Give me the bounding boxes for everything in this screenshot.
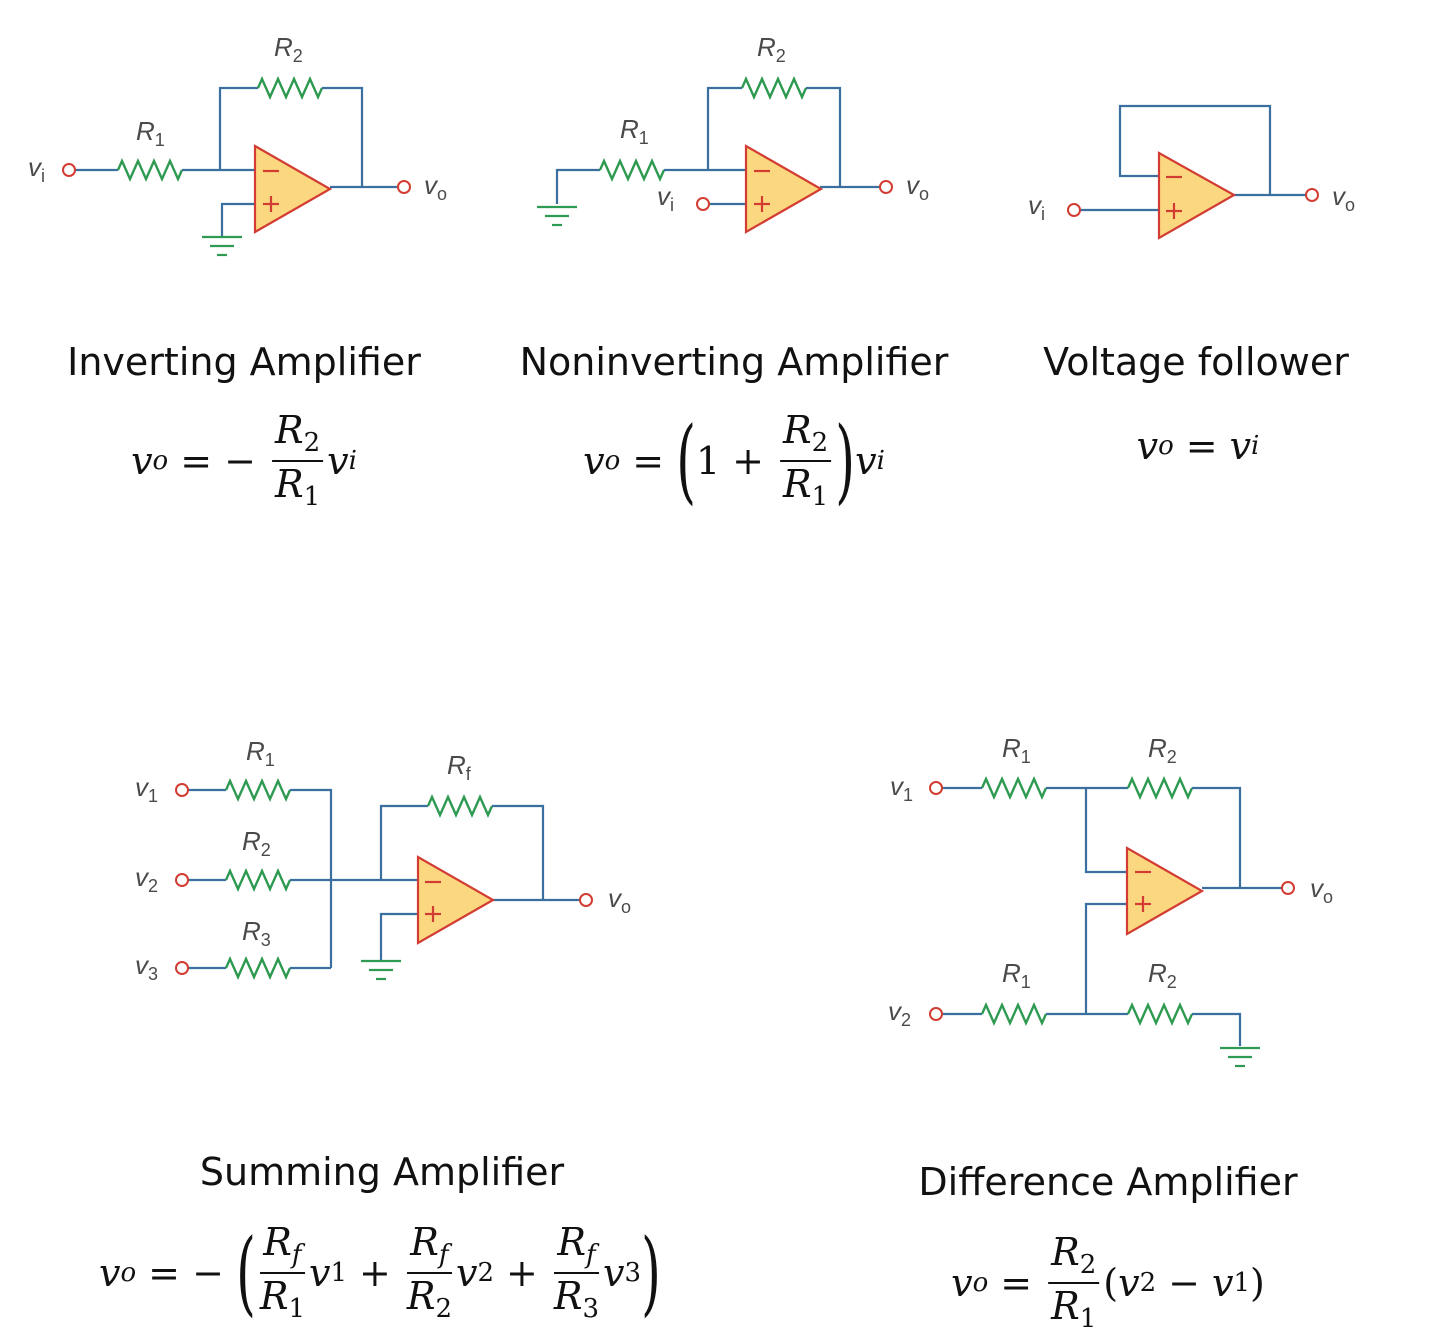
fraction: Rf R2 bbox=[406, 1220, 453, 1324]
v1-terminal bbox=[929, 781, 943, 795]
vout-label: vo bbox=[608, 883, 631, 917]
vin-label: vi bbox=[657, 181, 674, 215]
summing-title: Summing Amplifier bbox=[199, 1150, 565, 1194]
vin-label: vi bbox=[28, 152, 45, 186]
vin-terminal bbox=[1067, 203, 1081, 217]
v1-terminal bbox=[175, 783, 189, 797]
follower-title: Voltage follower bbox=[1043, 340, 1349, 384]
summing-circuit: R1 R2 R3 Rf v1 v2 v3 vo bbox=[135, 736, 631, 984]
vout-label: vo bbox=[1332, 181, 1355, 215]
r2-resistor bbox=[256, 76, 324, 100]
r1-label: R1 bbox=[136, 116, 165, 150]
noninverting-title: Noninverting Amplifier bbox=[519, 340, 949, 384]
v2-terminal bbox=[175, 873, 189, 887]
fraction: R2 R1 bbox=[271, 409, 324, 511]
r2-label: R2 bbox=[757, 32, 786, 66]
ground-symbol bbox=[202, 235, 242, 257]
vout-terminal bbox=[397, 180, 411, 194]
rf-label: Rf bbox=[447, 750, 472, 784]
r1-resistor bbox=[116, 158, 184, 182]
r1-bottom-label: R1 bbox=[1002, 958, 1031, 992]
fraction: Rf R3 bbox=[553, 1220, 600, 1324]
fraction: Rf R1 bbox=[259, 1220, 305, 1324]
fraction: R2 R1 bbox=[1048, 1231, 1100, 1333]
vin-label: vi bbox=[1028, 190, 1045, 224]
opamp bbox=[1125, 846, 1205, 936]
v2-label: v2 bbox=[888, 996, 911, 1030]
r2-resistor bbox=[224, 868, 292, 892]
noninverting-circuit: R2 R1 vi vo bbox=[537, 32, 929, 234]
ground-symbol bbox=[1220, 1046, 1260, 1068]
opamp bbox=[744, 144, 824, 234]
vout-terminal bbox=[579, 893, 593, 907]
v2-terminal bbox=[929, 1007, 943, 1021]
difference-title: Difference Amplifier bbox=[918, 1160, 1298, 1204]
v3-label: v3 bbox=[135, 950, 158, 984]
r1-label: R1 bbox=[246, 736, 275, 770]
r2-label: R2 bbox=[242, 826, 271, 860]
vin-terminal bbox=[696, 197, 710, 211]
vout-terminal bbox=[879, 180, 893, 194]
r1-resistor bbox=[598, 158, 666, 182]
r3-label: R3 bbox=[242, 916, 271, 950]
r3-resistor bbox=[224, 956, 292, 980]
inverting-title: Inverting Amplifier bbox=[67, 340, 421, 384]
ground-symbol bbox=[537, 205, 577, 227]
v1-label: v1 bbox=[135, 772, 158, 806]
v1-label: v1 bbox=[890, 771, 913, 805]
vout-label: vo bbox=[424, 170, 447, 204]
r2-label: R2 bbox=[274, 32, 303, 66]
vin-terminal bbox=[62, 163, 76, 177]
r1-label: R1 bbox=[620, 114, 649, 148]
r2-resistor bbox=[740, 76, 808, 100]
rf-resistor bbox=[426, 794, 494, 818]
r1-top-resistor bbox=[980, 776, 1048, 800]
opamp bbox=[253, 144, 333, 234]
r2-bottom-resistor bbox=[1126, 1002, 1194, 1026]
r2-top-label: R2 bbox=[1148, 733, 1177, 767]
fraction: R2 R1 bbox=[780, 409, 832, 511]
v3-terminal bbox=[175, 961, 189, 975]
vout-terminal bbox=[1281, 881, 1295, 895]
r2-bottom-label: R2 bbox=[1148, 958, 1177, 992]
follower-circuit: vi vo bbox=[1028, 104, 1355, 240]
vout-label: vo bbox=[1310, 873, 1333, 907]
inverting-circuit: R2 R1 vi vo bbox=[28, 32, 447, 257]
r1-resistor bbox=[224, 778, 292, 802]
opamp bbox=[416, 855, 496, 945]
r1-bottom-resistor bbox=[980, 1002, 1048, 1026]
vout-label: vo bbox=[906, 170, 929, 204]
r2-top-resistor bbox=[1126, 776, 1194, 800]
vout-terminal bbox=[1305, 188, 1319, 202]
ground-symbol bbox=[361, 959, 401, 981]
v2-label: v2 bbox=[135, 862, 158, 896]
opamp bbox=[1157, 151, 1237, 240]
r1-top-label: R1 bbox=[1002, 733, 1031, 767]
difference-circuit: R1 R2 R1 R2 v1 v2 vo bbox=[888, 733, 1333, 1068]
